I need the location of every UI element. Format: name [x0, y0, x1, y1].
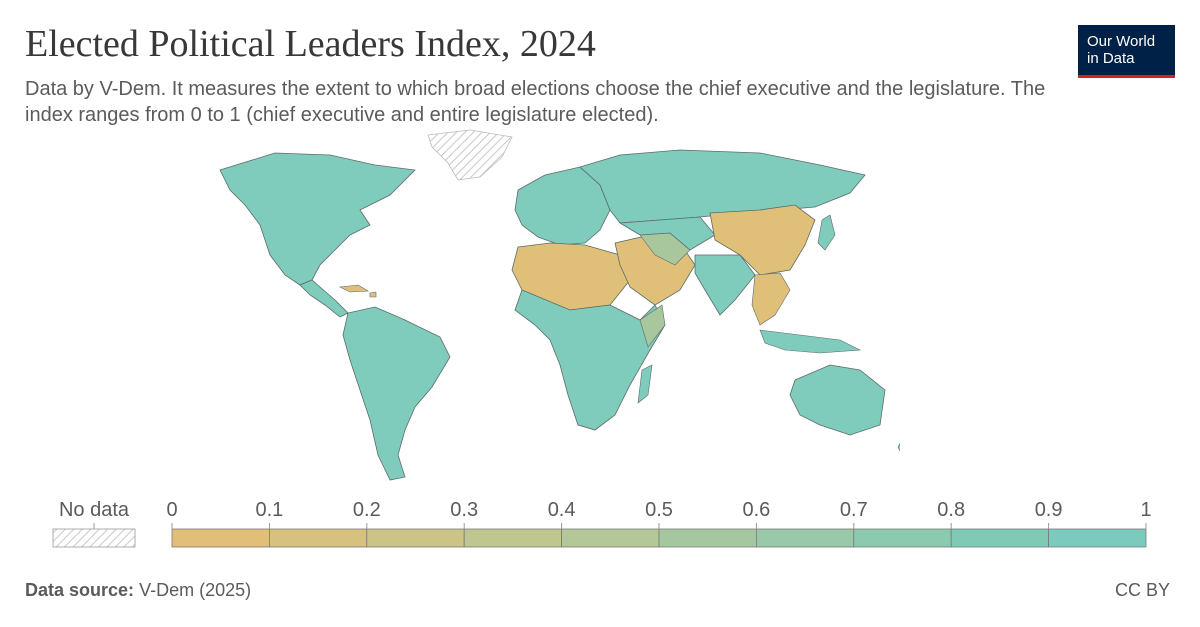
legend-tick-label: 0.5	[645, 499, 673, 521]
data-source-value[interactable]: V-Dem (2025)	[139, 580, 252, 600]
region-indonesia[interactable]	[759, 329, 862, 354]
color-legend: No data 0 0.1 0.2 0.3 0.4 0.5 0.6 0.7 0.8 0.9 1	[52, 499, 1152, 548]
legend-bin[interactable]	[853, 528, 952, 548]
world-map	[219, 129, 900, 481]
country-new-zealand[interactable]	[897, 425, 900, 455]
country-japan[interactable]	[817, 214, 836, 251]
legend-ticks: 0 0.1 0.2 0.3 0.4 0.5 0.6 0.7 0.8 0.9 1	[166, 499, 1152, 529]
legend-tick-label: 0.3	[450, 499, 478, 521]
logo-line-1: Our World	[1087, 33, 1156, 50]
owid-logo[interactable]: Our World in Data	[1078, 25, 1175, 78]
legend-bin[interactable]	[658, 528, 757, 548]
chart-subtitle: Data by V-Dem. It measures the extent to…	[25, 78, 1046, 126]
region-sub-saharan-africa[interactable]	[514, 289, 666, 431]
legend-tick-label: 0.6	[742, 499, 770, 521]
country-australia[interactable]	[789, 364, 886, 436]
legend-bin[interactable]	[268, 528, 368, 548]
legend-tick-label: 0.4	[548, 499, 576, 521]
country-madagascar[interactable]	[637, 364, 653, 404]
legend-bin[interactable]	[1048, 528, 1147, 548]
legend-tick-label: 0	[166, 499, 177, 521]
region-central-asia[interactable]	[618, 216, 716, 251]
legend-bin[interactable]	[756, 528, 855, 548]
legend-tick-label: 0.8	[937, 499, 965, 521]
country-somalia[interactable]	[639, 304, 666, 348]
legend-bin[interactable]	[366, 528, 465, 548]
legend-bins	[171, 528, 1147, 548]
data-source: Data source: V-Dem (2025)	[25, 580, 251, 601]
country-china[interactable]	[709, 204, 816, 276]
country-cuba[interactable]	[338, 284, 369, 293]
logo-line-2: in Data	[1087, 50, 1135, 67]
legend-no-data-label: No data	[59, 499, 130, 521]
legend-tick-label: 0.1	[255, 499, 283, 521]
chart-title: Elected Political Leaders Index, 2024	[25, 23, 596, 65]
country-india[interactable]	[694, 254, 756, 316]
country-greenland[interactable]	[427, 129, 513, 181]
region-south-america[interactable]	[342, 306, 451, 481]
legend-bin[interactable]	[463, 528, 563, 548]
legend-no-data-swatch	[52, 528, 136, 548]
region-north-america[interactable]	[219, 152, 416, 286]
region-europe[interactable]	[514, 166, 611, 246]
legend-tick-label: 0.9	[1035, 499, 1063, 521]
legend-tick-label: 0.2	[353, 499, 381, 521]
legend-bin[interactable]	[561, 528, 660, 548]
legend-tick-label: 1	[1140, 499, 1151, 521]
region-central-america[interactable]	[299, 279, 349, 318]
legend-bin[interactable]	[171, 528, 270, 548]
data-source-label: Data source:	[25, 580, 135, 600]
legend-tick-label: 0.7	[840, 499, 868, 521]
region-southeast-asia[interactable]	[751, 272, 791, 326]
legend-bin[interactable]	[950, 528, 1050, 548]
country-haiti[interactable]	[369, 291, 377, 298]
license[interactable]: CC BY	[1114, 580, 1170, 600]
